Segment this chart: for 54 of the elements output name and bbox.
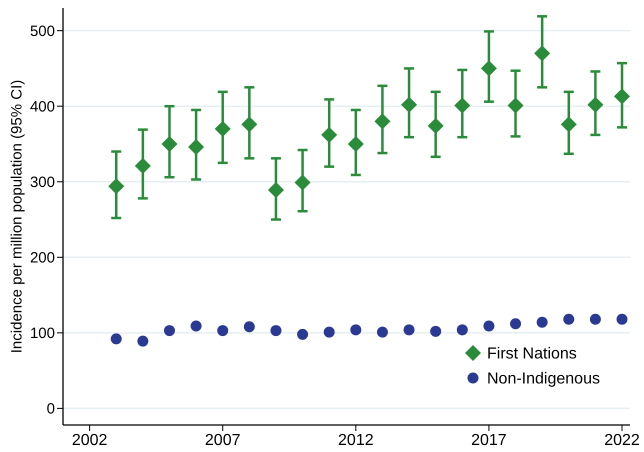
point xyxy=(164,325,175,336)
point xyxy=(190,320,202,332)
point xyxy=(268,182,284,198)
point xyxy=(374,113,390,130)
y-axis-title: Incidence per million population (95% CI) xyxy=(8,80,26,354)
point xyxy=(217,325,228,336)
point xyxy=(560,116,577,132)
y-tick-label: 500 xyxy=(30,22,55,40)
point xyxy=(188,139,204,155)
point xyxy=(270,325,282,336)
point xyxy=(294,174,311,191)
point xyxy=(348,136,364,152)
x-tick-label: 2022 xyxy=(604,432,640,449)
point xyxy=(534,45,550,62)
x-tick-label: 2017 xyxy=(471,432,507,449)
point xyxy=(456,324,468,336)
point xyxy=(401,96,418,113)
point xyxy=(321,126,338,143)
point xyxy=(483,320,494,332)
point xyxy=(536,316,548,328)
point xyxy=(587,96,604,113)
point xyxy=(510,318,522,330)
point xyxy=(454,97,470,114)
x-tick-label: 2007 xyxy=(204,432,241,449)
y-tick-label: 100 xyxy=(30,325,55,342)
x-tick-label: 2002 xyxy=(72,432,108,449)
point xyxy=(110,333,122,344)
point xyxy=(108,178,124,194)
y-tick-label: 400 xyxy=(30,98,55,116)
point xyxy=(428,118,444,134)
y-tick-label: 0 xyxy=(46,400,55,418)
legend-label: First Nations xyxy=(487,346,577,363)
point xyxy=(508,97,524,114)
point xyxy=(563,314,574,325)
point xyxy=(244,321,255,332)
x-tick-label: 2012 xyxy=(338,432,374,449)
point xyxy=(614,88,630,104)
point xyxy=(241,116,258,132)
point xyxy=(297,328,308,340)
point xyxy=(616,314,628,325)
point xyxy=(430,326,442,337)
point xyxy=(161,136,178,152)
point xyxy=(376,326,388,338)
point xyxy=(134,158,151,174)
point xyxy=(480,60,497,76)
y-tick-label: 300 xyxy=(30,174,55,191)
point xyxy=(350,324,362,336)
point xyxy=(324,326,335,338)
legend-label: Non-Indigenous xyxy=(487,370,600,388)
point xyxy=(590,314,601,325)
y-tick-label: 200 xyxy=(30,250,55,267)
point xyxy=(137,336,148,347)
point xyxy=(404,324,415,336)
point xyxy=(214,120,231,137)
